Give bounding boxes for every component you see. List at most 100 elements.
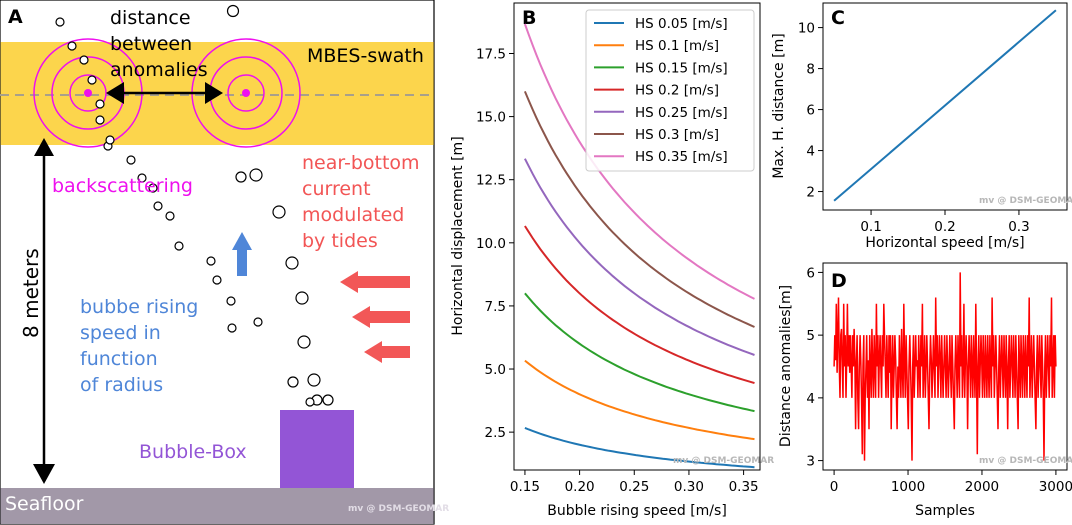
panel-c-watermark: mv @ DSM-GEOMAR bbox=[979, 196, 1072, 206]
panel-b-watermark: mv @ DSM-GEOMAR bbox=[673, 456, 774, 466]
bubble bbox=[105, 135, 115, 145]
panel-b-legend-entries: HS 0.05 [m/s] HS 0.1 [m/s] HS 0.15 [m/s] HS… bbox=[594, 16, 728, 165]
rising-label-line-1: bubbe rising bbox=[80, 296, 198, 318]
panel-d-series-line bbox=[833, 272, 1057, 461]
bubble bbox=[235, 171, 247, 183]
panel-b-series-line bbox=[524, 426, 755, 469]
bubbles bbox=[55, 4, 334, 407]
backscatter-label: backscattering bbox=[52, 175, 193, 197]
panel-b-x-label: Bubble rising speed [m/s] bbox=[547, 503, 727, 519]
panel-b-legend-label: HS 0.05 [m/s] bbox=[635, 16, 728, 32]
bubble-box bbox=[280, 410, 354, 488]
bubble bbox=[126, 155, 136, 165]
distance-arrow bbox=[106, 82, 223, 104]
panel-c-y-tick-label: 6 bbox=[806, 103, 815, 119]
panel-b-letter: B bbox=[522, 7, 536, 29]
seafloor-label: Seafloor bbox=[5, 493, 84, 515]
depth-label: 8 meters bbox=[19, 248, 43, 338]
panel-b-series-line bbox=[524, 158, 755, 356]
bubble bbox=[67, 41, 77, 51]
bubble bbox=[226, 4, 240, 18]
bubble bbox=[297, 335, 311, 349]
panel-b-legend-label: HS 0.15 [m/s] bbox=[635, 60, 728, 76]
panel-d-y-label: Distance anomalies[m] bbox=[778, 285, 794, 447]
current-arrow-shaft bbox=[380, 346, 410, 358]
swath-label: MBES-swath bbox=[307, 45, 424, 67]
seafloor-band bbox=[0, 488, 434, 524]
panel-b-y-tick-label: 10.0 bbox=[476, 236, 506, 252]
panel-c-y-tick-label: 4 bbox=[806, 144, 815, 160]
bubble bbox=[95, 115, 105, 125]
bubble bbox=[249, 168, 263, 182]
anomaly-center-dot bbox=[242, 89, 250, 97]
rising-label-line-2: speed in bbox=[80, 322, 161, 344]
panel-c-x-tick-label: 0.3 bbox=[1008, 219, 1029, 235]
panel-b-series-line bbox=[523, 91, 755, 328]
bubble bbox=[307, 373, 321, 387]
panel-b-series-line bbox=[524, 292, 755, 413]
panel-b-y-axis: 2.5 5.0 7.5 10.0 12.5 15.0 17.5 bbox=[476, 46, 514, 441]
panel-d-watermark: mv @ DSM-GEOMAR bbox=[979, 456, 1072, 466]
distance-label-line-2: between bbox=[110, 33, 192, 55]
panel-d-frame bbox=[822, 262, 1068, 471]
bubble bbox=[165, 211, 175, 221]
panel-d-letter: D bbox=[831, 270, 847, 292]
panel-d-y-axis: 3 4 5 6 bbox=[806, 265, 823, 470]
bubble bbox=[79, 55, 89, 65]
panel-c-x-tick-label: 0.2 bbox=[934, 219, 955, 235]
panel-b-legend bbox=[585, 9, 755, 172]
panel-c-letter: C bbox=[831, 7, 845, 29]
anomaly-center-dot bbox=[84, 89, 92, 97]
panel-b-x-tick-label: 0.30 bbox=[674, 479, 704, 495]
bubble bbox=[295, 291, 309, 305]
panel-c-y-axis: 2 4 6 8 10 bbox=[798, 21, 823, 201]
bubble-box-label: Bubble-Box bbox=[139, 441, 247, 463]
panel-d-y-tick-label: 4 bbox=[806, 391, 815, 407]
distance-label-line-1: distance bbox=[110, 7, 191, 29]
bubble bbox=[305, 397, 315, 407]
bubble bbox=[226, 296, 236, 306]
anomaly-ring bbox=[227, 74, 265, 112]
panel-a-letter: A bbox=[8, 6, 23, 28]
rising-arrow bbox=[232, 232, 252, 276]
current-arrow-head bbox=[352, 306, 370, 328]
panel-b-series-line bbox=[524, 225, 755, 385]
panel-b-x-tick-label: 0.20 bbox=[565, 479, 595, 495]
current-label-line-2: current bbox=[302, 178, 371, 200]
bubble bbox=[212, 275, 222, 285]
panel-d-letter-bg bbox=[828, 267, 854, 294]
current-arrows bbox=[340, 271, 410, 363]
current-arrow-head bbox=[364, 341, 382, 363]
panel-c-y-tick-label: 2 bbox=[806, 185, 815, 201]
panel-b-x-tick-label: 0.15 bbox=[510, 479, 540, 495]
panel-c-x-label: Horizontal speed [m/s] bbox=[865, 235, 1024, 251]
panel-d-y-tick-label: 6 bbox=[806, 265, 815, 281]
bubble bbox=[95, 99, 105, 109]
panel-b-y-tick-label: 2.5 bbox=[485, 425, 506, 441]
distance-label-line-3: anomalies bbox=[110, 59, 208, 81]
panel-b-y-tick-label: 17.5 bbox=[476, 46, 506, 62]
panel-b-legend-label: HS 0.3 [m/s] bbox=[635, 127, 719, 143]
panel-c-x-axis: 0.1 0.2 0.3 bbox=[860, 210, 1030, 235]
panel-d-y-tick-label: 3 bbox=[806, 454, 815, 470]
panel-c-y-tick-label: 8 bbox=[806, 62, 815, 78]
panel-c-y-label: Max. H. distance [m] bbox=[771, 33, 787, 178]
panel-b-x-tick-label: 0.35 bbox=[729, 479, 759, 495]
panel-b-legend-label: HS 0.25 [m/s] bbox=[635, 105, 728, 121]
panel-b-frame bbox=[513, 2, 761, 471]
panel-b-y-tick-label: 12.5 bbox=[476, 173, 506, 189]
panel-b-series bbox=[523, 23, 755, 469]
panel-b-x-tick-label: 0.25 bbox=[619, 479, 649, 495]
bubble bbox=[153, 201, 163, 211]
current-label-line-4: by tides bbox=[302, 230, 378, 252]
panel-d-x-label: Samples bbox=[915, 503, 975, 519]
panel-b-series-line bbox=[523, 23, 755, 300]
panel-b-legend-label: HS 0.35 [m/s] bbox=[635, 149, 728, 165]
bubble bbox=[206, 256, 216, 266]
panel-b-y-tick-label: 5.0 bbox=[485, 362, 506, 378]
panel-a-watermark: mv @ DSM-GEOMAR bbox=[348, 504, 449, 514]
bubble bbox=[287, 376, 299, 388]
depth-arrow bbox=[33, 138, 55, 484]
